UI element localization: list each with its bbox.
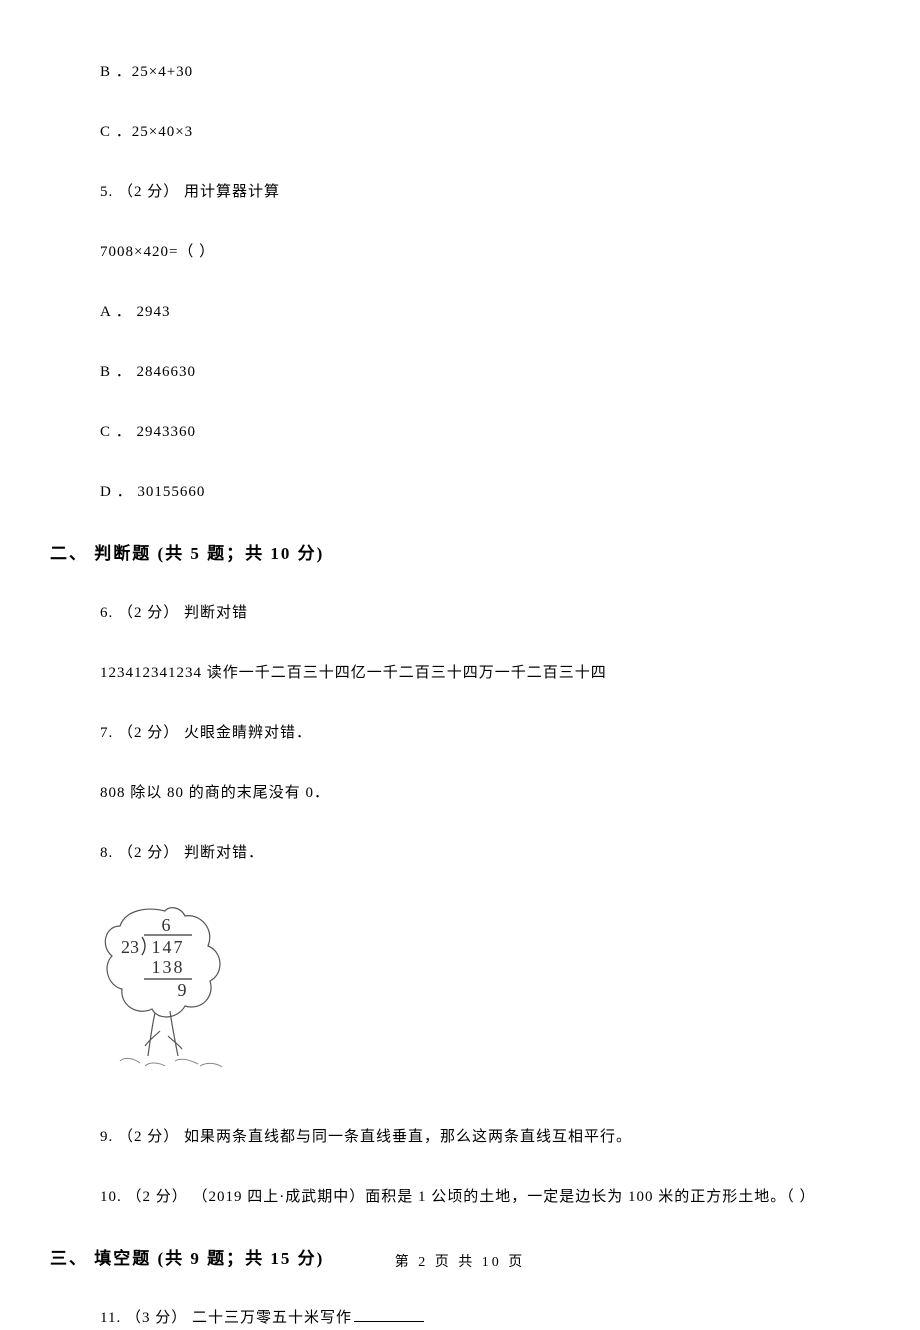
division-dividend: 147: [152, 937, 185, 957]
division-figure-container: 6 23 147 138 9: [100, 901, 870, 1089]
division-remainder: 9: [178, 980, 187, 1000]
page-footer: 第 2 页 共 10 页: [0, 1252, 920, 1274]
fill-blank: [354, 1321, 424, 1322]
tree-trunk: [145, 1011, 182, 1056]
division-divisor: 23: [121, 937, 139, 957]
question-11-title: 11. （3 分） 二十三万零五十米写作: [100, 1306, 870, 1330]
option-a-q5: A ． 2943: [100, 300, 870, 324]
division-bracket: [142, 937, 145, 955]
question-8-title: 8. （2 分） 判断对错．: [100, 841, 870, 865]
section-2-heading: 二、 判断题 (共 5 题；共 10 分): [50, 540, 870, 567]
question-6-text: 123412341234 读作一千二百三十四亿一千二百三十四万一千二百三十四: [100, 661, 870, 685]
option-b-q5: B ． 2846630: [100, 360, 870, 384]
question-7-title: 7. （2 分） 火眼金睛辨对错．: [100, 721, 870, 745]
question-5-title: 5. （2 分） 用计算器计算: [100, 180, 870, 204]
option-c-q5: C ． 2943360: [100, 420, 870, 444]
division-quotient: 6: [162, 915, 171, 935]
question-6-title: 6. （2 分） 判断对错: [100, 601, 870, 625]
question-11-label: 11. （3 分） 二十三万零五十米写作: [100, 1310, 352, 1326]
division-product: 138: [152, 957, 185, 977]
option-c-q4: C ．25×40×3: [100, 120, 870, 144]
option-b-q4: B ．25×4+30: [100, 60, 870, 84]
tree-grass: [120, 1059, 222, 1068]
question-7-text: 808 除以 80 的商的末尾没有 0．: [100, 781, 870, 805]
question-5-expr: 7008×420=（ ）: [100, 240, 870, 264]
question-10-text: 10. （2 分） （2019 四上·成武期中）面积是 1 公顷的土地，一定是边…: [100, 1185, 870, 1209]
long-division-tree-figure: 6 23 147 138 9: [100, 901, 230, 1081]
question-9-text: 9. （2 分） 如果两条直线都与同一条直线垂直，那么这两条直线互相平行。: [100, 1125, 870, 1149]
option-d-q5: D ． 30155660: [100, 480, 870, 504]
